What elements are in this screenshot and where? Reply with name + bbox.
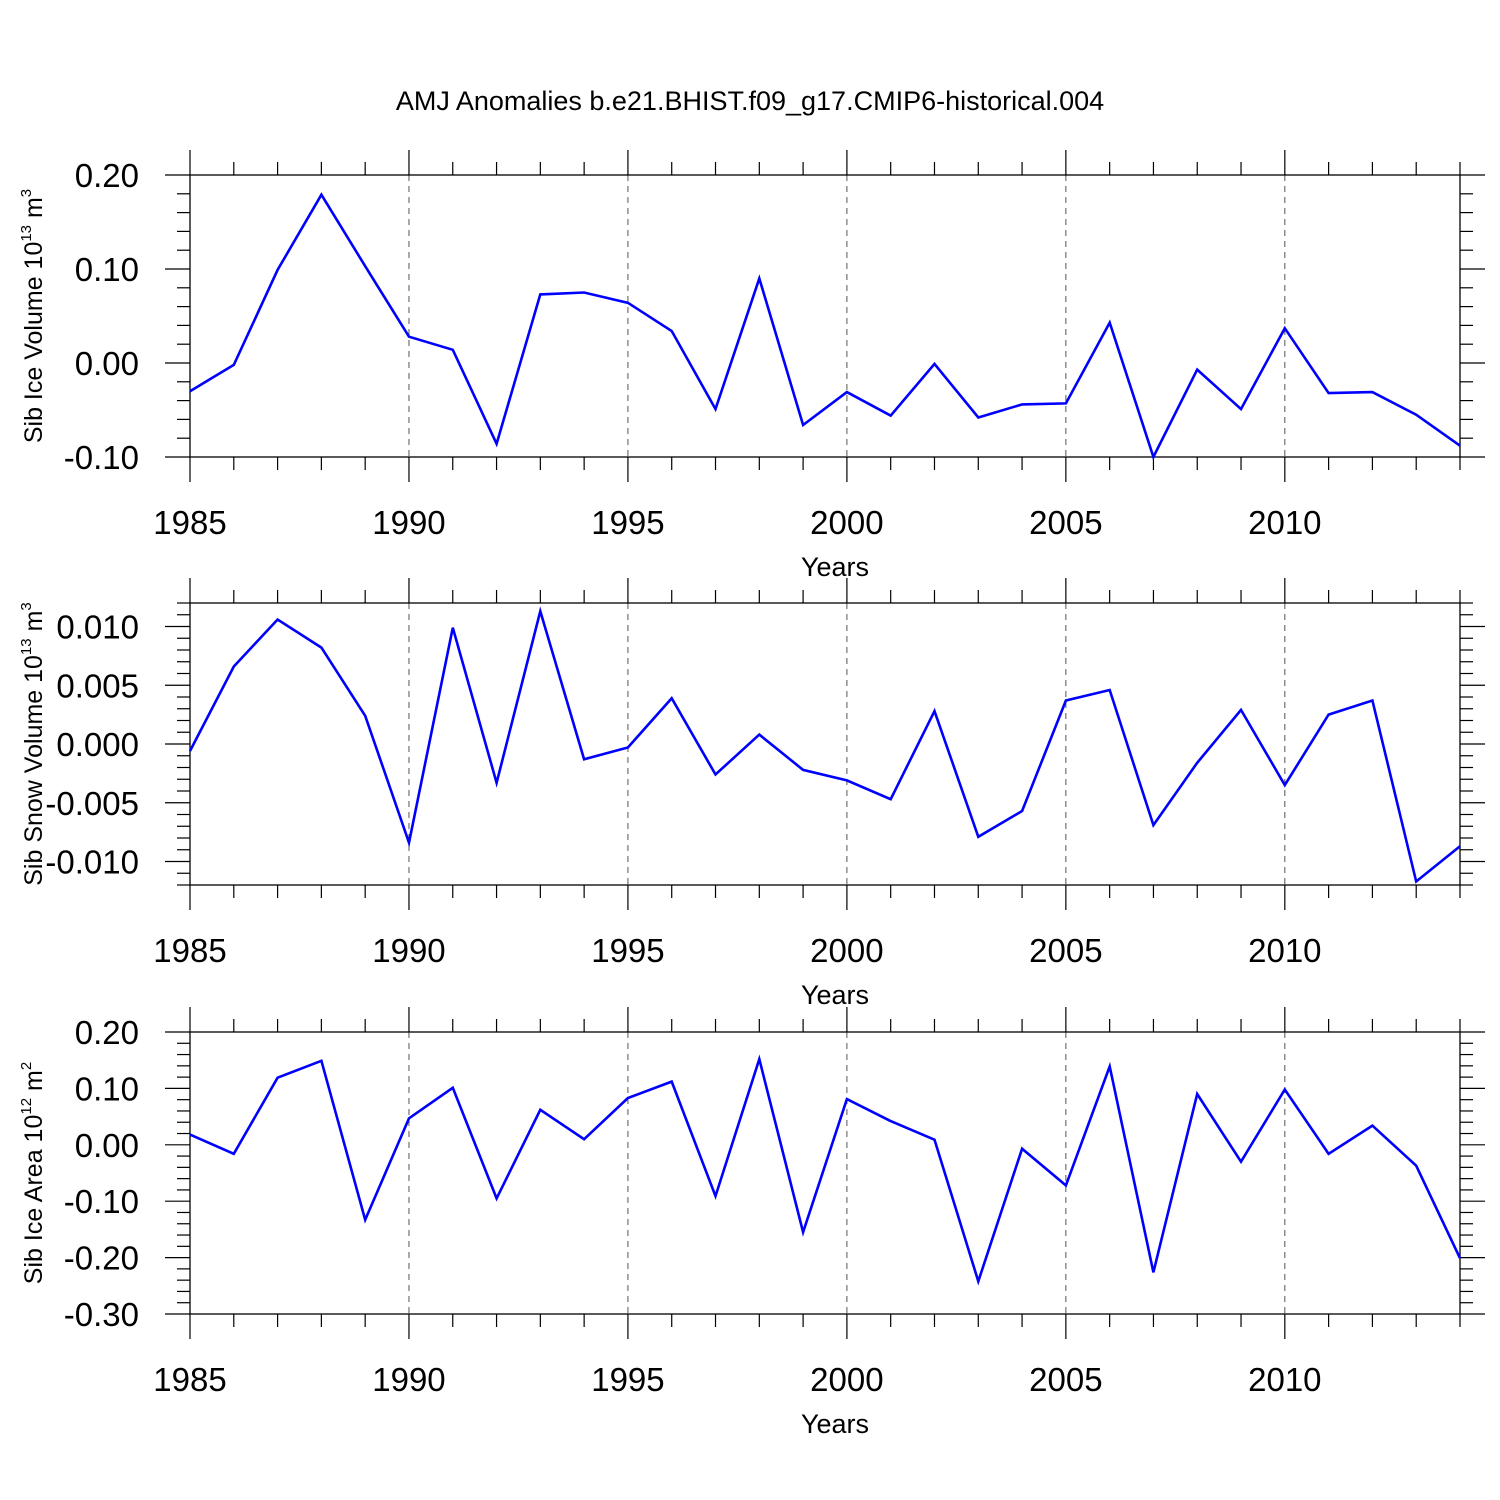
series-line (189, 192, 1461, 461)
y-axis-label-text: Sib Ice Area 10 (20, 1115, 48, 1285)
x-tick-label: 1995 (591, 504, 664, 541)
x-tick-label: 1990 (372, 1361, 445, 1398)
y-tick-label: -0.010 (45, 844, 139, 881)
panel-3: 1985 1990 1995 2000 2005 2010 -0.30 -0.20 -0.10 0… (18, 1007, 1485, 1439)
y-axis-label-unit-exponent: 3 (18, 189, 35, 197)
x-tick-label: 2010 (1248, 504, 1321, 541)
x-tick-label: 2005 (1029, 1361, 1102, 1398)
x-tick-label: 2000 (810, 504, 883, 541)
y-axis-label-exponent: 12 (18, 1098, 35, 1115)
figure-title: AMJ Anomalies b.e21.BHIST.f09_g17.CMIP6-… (396, 86, 1104, 116)
plot-frame (189, 174, 1461, 458)
x-tick-label: 1985 (153, 504, 226, 541)
x-axis-label: Years (801, 980, 869, 1010)
y-axis-label-exponent: 13 (18, 638, 35, 655)
y-axis-label-unit-exponent: 3 (18, 602, 35, 610)
y-tick-label: 0.00 (75, 345, 139, 382)
y-tick-label: 0.20 (75, 1014, 139, 1051)
x-axis-label: Years (801, 552, 869, 582)
y-axis-label: Sib Ice Area 1012 m2 (18, 1062, 48, 1284)
x-tick-label: 1985 (153, 932, 226, 969)
x-tick-label: 1985 (153, 1361, 226, 1398)
y-tick-label: 0.20 (75, 157, 139, 194)
y-tick-label: 0.005 (56, 667, 139, 704)
x-tick-label: 1990 (372, 932, 445, 969)
x-tick-label: 2005 (1029, 932, 1102, 969)
y-axis-label-unit-exponent: 2 (18, 1062, 35, 1070)
y-tick-label: 0.10 (75, 251, 139, 288)
y-axis-label: Sib Ice Volume 1013 m3 (18, 189, 48, 443)
x-tick-label: 2000 (810, 1361, 883, 1398)
y-tick-label: -0.20 (64, 1240, 139, 1277)
y-axis-label-text: Sib Snow Volume 10 (20, 655, 48, 886)
panels: 1985 1990 1995 2000 2005 2010 -0.10 0.00 0.10 0.2… (18, 150, 1485, 1439)
x-tick-label: 2010 (1248, 1361, 1321, 1398)
y-axis-label: Sib Snow Volume 1013 m3 (18, 602, 48, 886)
x-tick-label: 2000 (810, 932, 883, 969)
y-tick-label: 0.00 (75, 1127, 139, 1164)
y-tick-label: 0.10 (75, 1070, 139, 1107)
x-tick-label: 2010 (1248, 932, 1321, 969)
series-line (189, 1054, 1462, 1286)
y-axis-label-text: Sib Ice Volume 10 (20, 242, 48, 444)
y-axis-label-unit: m (20, 1070, 48, 1098)
panel-2: 1985 1990 1995 2000 2005 2010 -0.010 -0.005 0.00… (18, 578, 1485, 1010)
x-tick-label: 1990 (372, 504, 445, 541)
panel-1: 1985 1990 1995 2000 2005 2010 -0.10 0.00 0.10 0.2… (18, 150, 1485, 582)
series-line (188, 606, 1461, 884)
y-tick-label: -0.30 (64, 1296, 139, 1333)
y-tick-label: 0.010 (56, 609, 139, 646)
y-tick-label: 0.000 (56, 726, 139, 763)
y-axis-label-unit: m (20, 611, 48, 639)
x-tick-label: 1995 (591, 932, 664, 969)
y-tick-label: -0.10 (64, 1183, 139, 1220)
y-tick-label: -0.005 (45, 785, 139, 822)
y-tick-label: -0.10 (64, 439, 139, 476)
x-tick-label: 2005 (1029, 504, 1102, 541)
plot-frame (189, 1031, 1461, 1315)
x-tick-label: 1995 (591, 1361, 664, 1398)
y-axis-label-exponent: 13 (18, 225, 35, 242)
x-axis-label: Years (801, 1409, 869, 1439)
y-axis-label-unit: m (20, 197, 48, 225)
